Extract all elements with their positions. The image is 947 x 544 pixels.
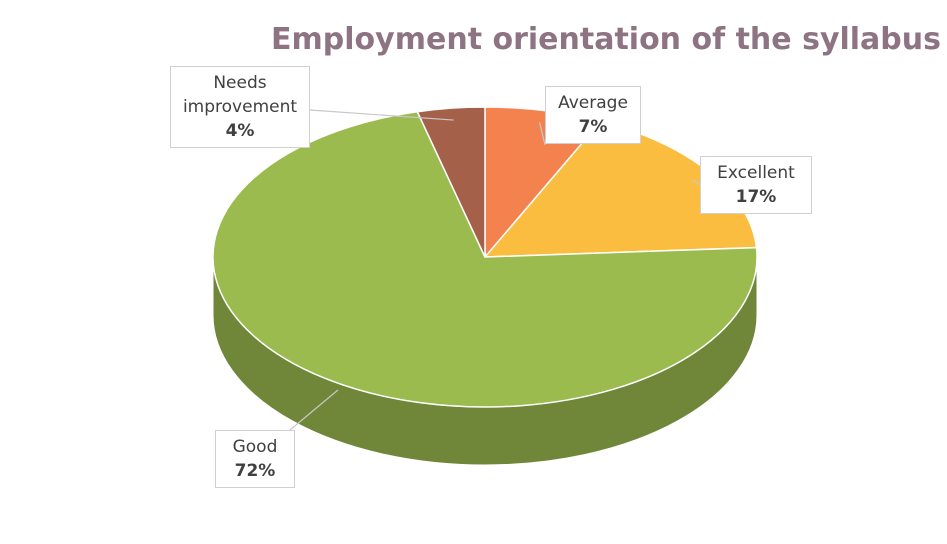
category-label: Excellent <box>717 163 795 183</box>
leader-line <box>309 109 454 121</box>
leader-line <box>539 122 546 146</box>
leader-line <box>691 178 701 186</box>
slice <box>212 110 758 408</box>
leader-line <box>289 389 339 431</box>
slice-tops <box>212 106 758 408</box>
value-label: 7% <box>578 117 608 137</box>
data-label: Good 72% <box>215 430 295 488</box>
data-label: Excellent 17% <box>700 156 812 214</box>
value-label: 72% <box>234 461 276 481</box>
category-label: Good <box>232 437 278 457</box>
slice <box>416 106 486 258</box>
value-label: 4% <box>225 121 255 141</box>
category-label: Needs improvement <box>182 73 298 117</box>
data-label: Average 7% <box>545 86 641 144</box>
category-label: Average <box>558 93 628 113</box>
data-label: Needs improvement 4% <box>170 66 310 148</box>
value-label: 17% <box>735 187 777 207</box>
leader-lines <box>289 109 701 431</box>
chart-title: Employment orientation of the syllabus <box>271 22 941 57</box>
